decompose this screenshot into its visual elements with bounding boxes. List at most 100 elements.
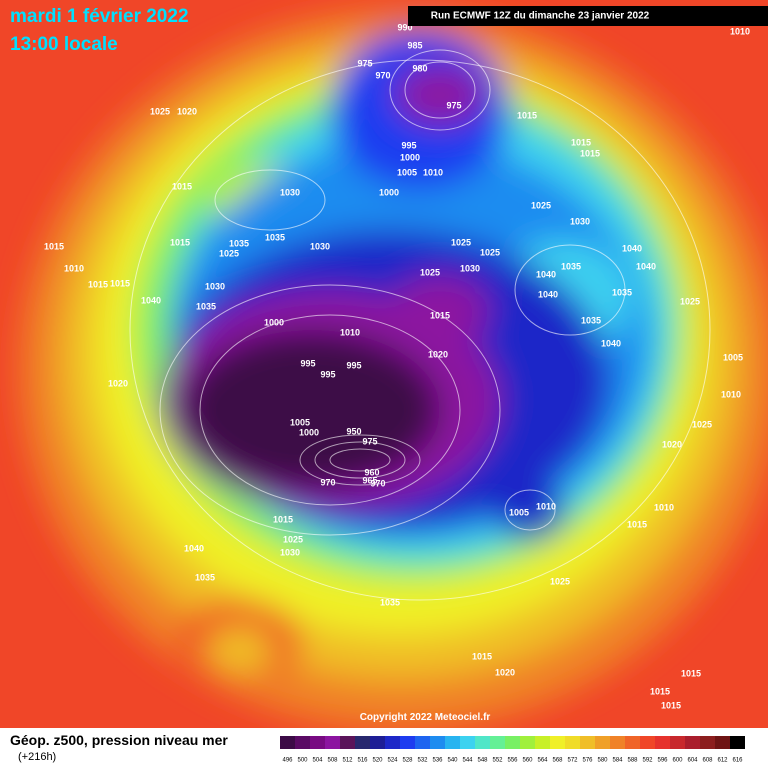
isobar-label: 1015 bbox=[430, 310, 450, 320]
isobar-label: 995 bbox=[300, 358, 315, 368]
isobar-label: 1030 bbox=[280, 187, 300, 197]
isobar-label: 1010 bbox=[423, 167, 443, 177]
isobar-label: 1010 bbox=[64, 263, 84, 273]
isobar-label: 1005 bbox=[397, 167, 417, 177]
isobar-label: 1015 bbox=[681, 668, 701, 678]
legend-swatch bbox=[550, 736, 565, 749]
legend-swatch bbox=[325, 736, 340, 749]
legend-label: 548 bbox=[477, 758, 488, 764]
isobar-label: 1040 bbox=[601, 338, 621, 348]
isobar-label: 1035 bbox=[229, 238, 249, 248]
lead-time: (+216h) bbox=[18, 751, 56, 763]
legend-label: 504 bbox=[312, 758, 323, 764]
isobar-label: 1035 bbox=[265, 232, 285, 242]
isobar-label: 1025 bbox=[451, 237, 471, 247]
legend-swatch bbox=[685, 736, 700, 749]
isobar-label: 1020 bbox=[177, 106, 197, 116]
legend-label: 524 bbox=[387, 758, 398, 764]
isobar-label: 1015 bbox=[273, 514, 293, 524]
isobar-label: 1005 bbox=[723, 352, 743, 362]
isobar-label: 1040 bbox=[536, 269, 556, 279]
isobar-label: 1000 bbox=[264, 317, 284, 327]
legend-label: 532 bbox=[417, 758, 428, 764]
legend-label: 596 bbox=[657, 758, 668, 764]
isobar-label: 1015 bbox=[650, 686, 670, 696]
isobar-label: 975 bbox=[446, 100, 461, 110]
legend-swatch bbox=[625, 736, 640, 749]
legend-label: 576 bbox=[582, 758, 593, 764]
isobar-label: 1035 bbox=[380, 597, 400, 607]
legend-swatch bbox=[355, 736, 370, 749]
legend-swatch bbox=[655, 736, 670, 749]
legend-label: 560 bbox=[522, 758, 533, 764]
isobar-label: 1010 bbox=[654, 502, 674, 512]
isobar-label: 1000 bbox=[379, 187, 399, 197]
legend-swatch bbox=[280, 736, 295, 749]
isobar-label: 1020 bbox=[108, 378, 128, 388]
legend-label: 528 bbox=[402, 758, 413, 764]
isobar-label: 1030 bbox=[280, 547, 300, 557]
isobar-label: 1025 bbox=[150, 106, 170, 116]
legend-swatch bbox=[310, 736, 325, 749]
legend-swatch bbox=[400, 736, 415, 749]
legend-label: 496 bbox=[282, 758, 293, 764]
isobar-label: 1010 bbox=[340, 327, 360, 337]
legend-label: 520 bbox=[372, 758, 383, 764]
isobar-label: 1020 bbox=[428, 349, 448, 359]
time: 13:00 locale bbox=[10, 34, 118, 55]
legend-swatch bbox=[640, 736, 655, 749]
isobar-label: 970 bbox=[370, 478, 385, 488]
legend-label: 580 bbox=[597, 758, 608, 764]
isobar-label: 995 bbox=[401, 140, 416, 150]
geopotential-field bbox=[20, 10, 768, 730]
isobar-label: 1035 bbox=[196, 301, 216, 311]
isobar-label: 1015 bbox=[472, 651, 492, 661]
date: mardi 1 février 2022 bbox=[10, 6, 189, 27]
legend-swatch bbox=[505, 736, 520, 749]
isobar-label: 1030 bbox=[205, 281, 225, 291]
legend-label: 572 bbox=[567, 758, 578, 764]
isobar-label: 1020 bbox=[662, 439, 682, 449]
isobar-label: 1025 bbox=[420, 267, 440, 277]
isobar-label: 1025 bbox=[283, 534, 303, 544]
legend-swatch bbox=[460, 736, 475, 749]
legend-label: 536 bbox=[432, 758, 443, 764]
isobar-label: 1010 bbox=[730, 26, 750, 36]
legend-swatch bbox=[565, 736, 580, 749]
legend-label: 500 bbox=[297, 758, 308, 764]
isobar-label: 1015 bbox=[44, 241, 64, 251]
isobar-label: 1030 bbox=[570, 216, 590, 226]
isobar-label: 1040 bbox=[184, 543, 204, 553]
legend-swatch bbox=[385, 736, 400, 749]
legend-label: 612 bbox=[717, 758, 728, 764]
isobar-label: 1035 bbox=[612, 287, 632, 297]
isobar-label: 1015 bbox=[88, 279, 108, 289]
isobar-label: 1010 bbox=[721, 389, 741, 399]
isobar-label: 1005 bbox=[290, 417, 310, 427]
isobar-label: 1025 bbox=[480, 247, 500, 257]
isobar-label: 970 bbox=[375, 70, 390, 80]
isobar-label: 1035 bbox=[581, 315, 601, 325]
legend-label: 540 bbox=[447, 758, 458, 764]
legend-label: 508 bbox=[327, 758, 338, 764]
isobar-label: 1015 bbox=[661, 700, 681, 710]
isobar-label: 1015 bbox=[172, 181, 192, 191]
isobar-label: 950 bbox=[346, 426, 361, 436]
legend-swatch bbox=[730, 736, 745, 749]
isobar-label: 970 bbox=[320, 477, 335, 487]
isobar-label: 975 bbox=[362, 436, 377, 446]
isobar-label: 1015 bbox=[170, 237, 190, 247]
isobar-label: 1025 bbox=[680, 296, 700, 306]
legend-label: 516 bbox=[357, 758, 368, 764]
isobar-label: 1025 bbox=[692, 419, 712, 429]
legend-swatch bbox=[700, 736, 715, 749]
isobar-label: 1040 bbox=[636, 261, 656, 271]
isobar-label: 980 bbox=[412, 63, 427, 73]
legend-swatch bbox=[445, 736, 460, 749]
isobar-label: 1015 bbox=[110, 278, 130, 288]
isobars bbox=[129, 49, 711, 601]
isobar-label: 1040 bbox=[141, 295, 161, 305]
legend-label: 592 bbox=[642, 758, 653, 764]
legend-swatch bbox=[370, 736, 385, 749]
